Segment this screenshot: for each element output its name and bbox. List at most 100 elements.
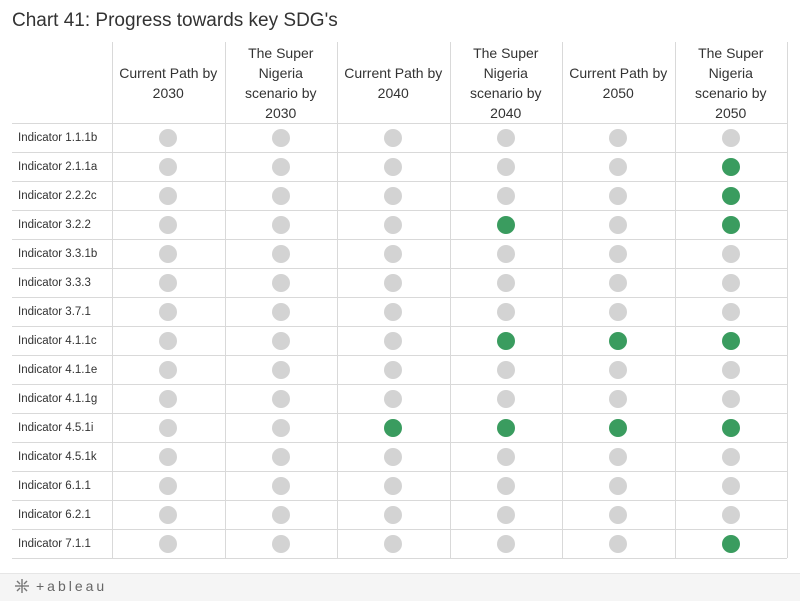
- not-achieved-dot[interactable]: [384, 534, 403, 553]
- not-achieved-dot[interactable]: [159, 215, 178, 234]
- not-achieved-dot[interactable]: [721, 128, 740, 147]
- not-achieved-dot[interactable]: [609, 476, 628, 495]
- not-achieved-dot[interactable]: [609, 273, 628, 292]
- not-achieved-dot[interactable]: [384, 273, 403, 292]
- not-achieved-dot[interactable]: [496, 505, 515, 524]
- not-achieved-dot[interactable]: [609, 128, 628, 147]
- row-gridline: [12, 123, 787, 124]
- not-achieved-dot[interactable]: [384, 186, 403, 205]
- not-achieved-dot[interactable]: [721, 244, 740, 263]
- not-achieved-dot[interactable]: [271, 215, 290, 234]
- not-achieved-dot[interactable]: [609, 302, 628, 321]
- not-achieved-dot[interactable]: [496, 186, 515, 205]
- not-achieved-dot[interactable]: [271, 476, 290, 495]
- not-achieved-dot[interactable]: [609, 505, 628, 524]
- not-achieved-dot[interactable]: [384, 302, 403, 321]
- not-achieved-dot[interactable]: [496, 157, 515, 176]
- row-label: Indicator 4.5.1k: [18, 450, 97, 463]
- column-header: The Super Nigeria scenario by 2040: [469, 44, 542, 121]
- not-achieved-dot[interactable]: [384, 447, 403, 466]
- not-achieved-dot[interactable]: [384, 244, 403, 263]
- not-achieved-dot[interactable]: [496, 128, 515, 147]
- not-achieved-dot[interactable]: [271, 360, 290, 379]
- not-achieved-dot[interactable]: [159, 331, 178, 350]
- not-achieved-dot[interactable]: [721, 360, 740, 379]
- not-achieved-dot[interactable]: [159, 157, 178, 176]
- not-achieved-dot[interactable]: [271, 534, 290, 553]
- not-achieved-dot[interactable]: [384, 505, 403, 524]
- not-achieved-dot[interactable]: [271, 447, 290, 466]
- not-achieved-dot[interactable]: [609, 186, 628, 205]
- not-achieved-dot[interactable]: [496, 244, 515, 263]
- achieved-dot[interactable]: [609, 418, 628, 437]
- not-achieved-dot[interactable]: [721, 302, 740, 321]
- not-achieved-dot[interactable]: [609, 534, 628, 553]
- not-achieved-dot[interactable]: [721, 273, 740, 292]
- not-achieved-dot[interactable]: [159, 302, 178, 321]
- column-gridline: [674, 42, 676, 558]
- not-achieved-dot[interactable]: [271, 302, 290, 321]
- not-achieved-dot[interactable]: [271, 128, 290, 147]
- achieved-dot[interactable]: [384, 418, 403, 437]
- not-achieved-dot[interactable]: [384, 128, 403, 147]
- not-achieved-dot[interactable]: [384, 360, 403, 379]
- not-achieved-dot[interactable]: [496, 273, 515, 292]
- achieved-dot[interactable]: [609, 331, 628, 350]
- not-achieved-dot[interactable]: [384, 331, 403, 350]
- not-achieved-dot[interactable]: [609, 244, 628, 263]
- not-achieved-dot[interactable]: [384, 476, 403, 495]
- achieved-dot[interactable]: [721, 534, 740, 553]
- achieved-dot[interactable]: [721, 418, 740, 437]
- not-achieved-dot[interactable]: [721, 389, 740, 408]
- achieved-dot[interactable]: [496, 331, 515, 350]
- row-gridline: [12, 384, 787, 385]
- achieved-dot[interactable]: [721, 186, 740, 205]
- not-achieved-dot[interactable]: [271, 418, 290, 437]
- not-achieved-dot[interactable]: [271, 186, 290, 205]
- row-gridline: [12, 210, 787, 211]
- not-achieved-dot[interactable]: [159, 476, 178, 495]
- row-gridline: [12, 355, 787, 356]
- achieved-dot[interactable]: [496, 215, 515, 234]
- not-achieved-dot[interactable]: [496, 302, 515, 321]
- not-achieved-dot[interactable]: [496, 476, 515, 495]
- not-achieved-dot[interactable]: [159, 128, 178, 147]
- not-achieved-dot[interactable]: [271, 273, 290, 292]
- not-achieved-dot[interactable]: [271, 505, 290, 524]
- not-achieved-dot[interactable]: [609, 157, 628, 176]
- not-achieved-dot[interactable]: [159, 534, 178, 553]
- achieved-dot[interactable]: [496, 418, 515, 437]
- not-achieved-dot[interactable]: [159, 186, 178, 205]
- not-achieved-dot[interactable]: [384, 389, 403, 408]
- not-achieved-dot[interactable]: [609, 215, 628, 234]
- row-gridline: [12, 558, 787, 559]
- not-achieved-dot[interactable]: [271, 389, 290, 408]
- not-achieved-dot[interactable]: [609, 389, 628, 408]
- not-achieved-dot[interactable]: [159, 273, 178, 292]
- not-achieved-dot[interactable]: [609, 447, 628, 466]
- not-achieved-dot[interactable]: [496, 534, 515, 553]
- not-achieved-dot[interactable]: [159, 418, 178, 437]
- not-achieved-dot[interactable]: [271, 244, 290, 263]
- not-achieved-dot[interactable]: [159, 244, 178, 263]
- achieved-dot[interactable]: [721, 215, 740, 234]
- not-achieved-dot[interactable]: [721, 476, 740, 495]
- column-gridline: [112, 42, 113, 558]
- not-achieved-dot[interactable]: [159, 360, 178, 379]
- not-achieved-dot[interactable]: [271, 157, 290, 176]
- not-achieved-dot[interactable]: [384, 157, 403, 176]
- achieved-dot[interactable]: [721, 331, 740, 350]
- not-achieved-dot[interactable]: [159, 389, 178, 408]
- not-achieved-dot[interactable]: [384, 215, 403, 234]
- not-achieved-dot[interactable]: [159, 505, 178, 524]
- not-achieved-dot[interactable]: [721, 505, 740, 524]
- not-achieved-dot[interactable]: [496, 447, 515, 466]
- not-achieved-dot[interactable]: [271, 331, 290, 350]
- achieved-dot[interactable]: [721, 157, 740, 176]
- not-achieved-dot[interactable]: [496, 360, 515, 379]
- not-achieved-dot[interactable]: [159, 447, 178, 466]
- not-achieved-dot[interactable]: [721, 447, 740, 466]
- tableau-logo[interactable]: +ableau: [14, 578, 107, 594]
- not-achieved-dot[interactable]: [496, 389, 515, 408]
- not-achieved-dot[interactable]: [609, 360, 628, 379]
